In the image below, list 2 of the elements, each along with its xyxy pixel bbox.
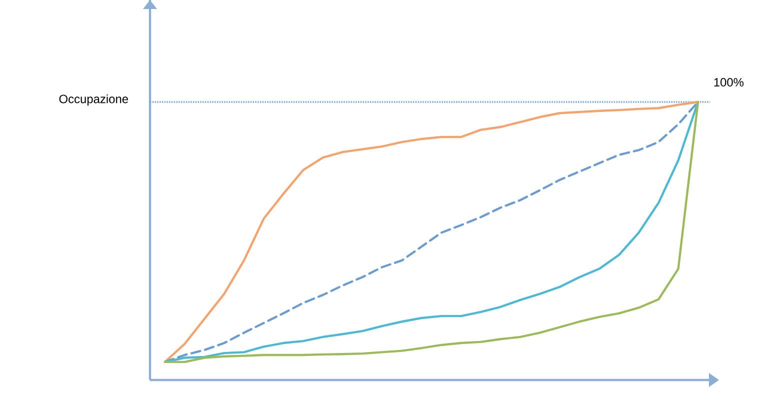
y-axis-title: Occupazione: [59, 94, 128, 106]
ref-line-label: 100%: [714, 78, 744, 87]
